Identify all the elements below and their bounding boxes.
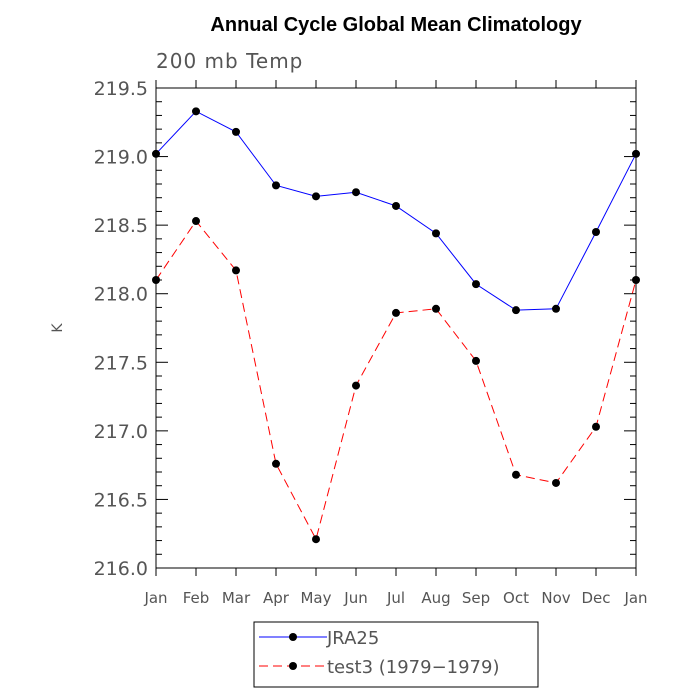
- series-2-point: [192, 217, 200, 226]
- x-tick-label: Dec: [581, 589, 610, 607]
- series-1-point: [432, 229, 440, 238]
- y-axis: 216.0 216.5 217.0 217.5 218.0 218.5 219.0 219.5: [94, 78, 636, 580]
- y-tick-label: 219.5: [94, 78, 148, 100]
- series-2-point: [592, 422, 600, 431]
- y-axis-label: K: [50, 323, 66, 333]
- y-tick-label: 217.5: [94, 352, 148, 374]
- series-2-point: [232, 266, 240, 275]
- series-1-point: [192, 107, 200, 116]
- x-tick-label: Jul: [386, 589, 405, 607]
- x-tick-label: Jan: [143, 589, 167, 607]
- x-tick-label: Jan: [623, 589, 647, 607]
- x-tick-label: Oct: [503, 589, 529, 607]
- series-layer: [152, 107, 640, 544]
- chart-subtitle: 200 mb Temp: [156, 49, 303, 73]
- series-1-point: [312, 192, 320, 201]
- x-tick-label: Jun: [343, 589, 367, 607]
- legend-label-2: test3 (1979−1979): [327, 657, 500, 678]
- series-1-point: [592, 228, 600, 236]
- chart-title: Annual Cycle Global Mean Climatology: [210, 14, 582, 36]
- x-axis: Jan Feb Mar Apr May Jun Jul Aug Sep Oct Nov Dec Jan: [143, 80, 648, 607]
- x-tick-label: Nov: [541, 589, 570, 607]
- series-1-point: [632, 149, 640, 158]
- legend-label-1: JRA25: [326, 628, 379, 649]
- series-1-point: [352, 188, 360, 197]
- series-2-point: [312, 535, 320, 544]
- y-tick-label: 216.5: [94, 489, 148, 511]
- x-tick-label: Sep: [462, 589, 490, 607]
- series-2-point: [352, 381, 360, 390]
- series-2-point: [272, 459, 280, 468]
- plot-frame: [155, 87, 637, 569]
- series-2-point: [632, 276, 640, 284]
- y-tick-label: 216.0: [94, 558, 148, 580]
- series-1-point: [232, 127, 240, 136]
- x-tick-label: Apr: [263, 589, 290, 607]
- legend-marker-2: [289, 662, 297, 670]
- series-1-point: [512, 306, 520, 315]
- series-2-point: [432, 304, 440, 313]
- x-tick-label: Aug: [421, 589, 450, 607]
- y-tick-label: 218.0: [94, 284, 148, 306]
- series-1-point: [392, 201, 400, 210]
- series-1-point: [272, 181, 280, 190]
- series-2-point: [552, 478, 560, 487]
- x-tick-label: Feb: [183, 589, 210, 607]
- legend: JRA25 test3 (1979−1979): [253, 621, 539, 688]
- legend-box: [253, 621, 539, 688]
- legend-marker-1: [289, 633, 297, 641]
- series-2-point: [512, 470, 520, 479]
- series-1-point: [472, 280, 480, 289]
- series-line-1: [155, 110, 637, 311]
- y-tick-label: 218.5: [94, 215, 148, 237]
- x-tick-label: Mar: [222, 589, 251, 607]
- x-tick-label: May: [300, 589, 331, 607]
- series-line-2: [155, 220, 637, 541]
- series-1-point: [552, 304, 560, 313]
- y-tick-label: 219.0: [94, 147, 148, 169]
- series-2-point: [392, 308, 400, 317]
- series-1-point: [152, 149, 160, 158]
- legend-items: JRA25 test3 (1979−1979): [259, 628, 500, 678]
- series-2-point: [152, 276, 160, 284]
- y-tick-label: 217.0: [94, 421, 148, 443]
- series-2-point: [472, 356, 480, 365]
